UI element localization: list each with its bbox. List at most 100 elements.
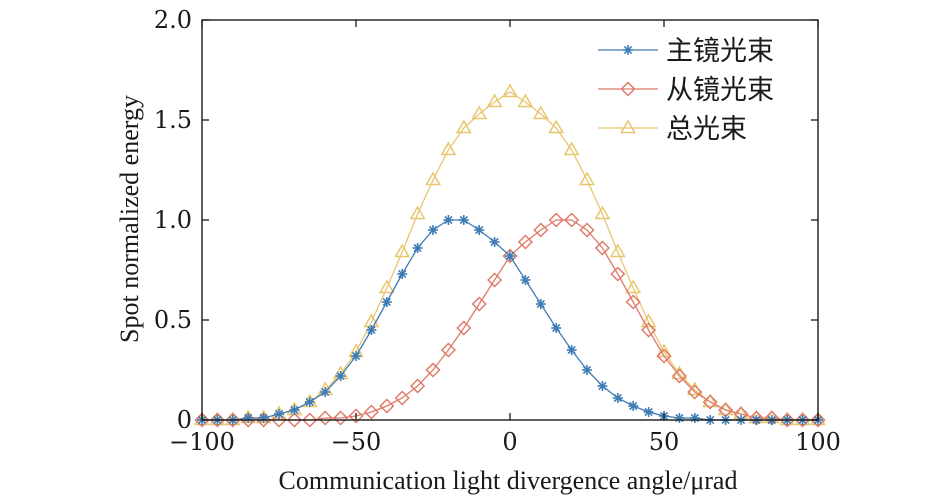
axes [201,19,819,421]
tick-labels: −100 −50 0 50 100 0 0.5 1.0 1.5 2.0 [154,6,841,456]
legend-label: 主镜光束 [666,36,774,67]
y-tick-label: 2.0 [154,6,192,34]
data-point-triangle [609,243,626,258]
y-tick-label: 1.5 [154,106,192,134]
data-point-asterisk [597,381,608,391]
data-point-asterisk [243,413,254,423]
data-point-asterisk [566,345,577,355]
y-axis-label: Spot normalized energy [115,95,144,343]
data-point-asterisk [397,269,408,279]
data-point-asterisk [428,225,438,235]
data-point-diamond [471,296,487,312]
data-point-triangle [640,313,657,328]
data-point-diamond [702,394,718,410]
x-axis-label: Communication light divergence angle/μra… [279,466,738,495]
data-point-diamond [302,412,318,428]
data-point-diamond [456,320,472,336]
data-point-diamond [271,412,287,428]
data-point-diamond [594,240,610,256]
data-point-triangle [702,393,719,408]
data-point-asterisk [689,413,700,423]
data-point-triangle [517,93,534,108]
data-point-diamond [194,412,210,428]
data-point-diamond [579,222,595,238]
data-point-triangle [455,119,472,134]
data-point-triangle [563,141,580,156]
data-point-diamond [225,412,241,428]
data-point-asterisk [628,401,639,411]
data-point-diamond [286,412,302,428]
data-point-triangle [486,93,503,108]
data-point-diamond [394,390,410,406]
legend-entry: 主镜光束 [598,36,774,67]
data-point-triangle [425,171,441,186]
data-point-diamond [533,222,549,238]
data-point-asterisk [643,407,654,417]
data-point-asterisk [612,393,623,403]
data-point-diamond [502,248,518,264]
data-point-triangle [471,105,488,120]
data-point-asterisk [520,275,531,285]
data-point-triangle [579,171,595,186]
x-tick-label: 50 [649,428,680,456]
data-point-diamond [487,272,503,288]
data-point-asterisk [381,297,392,307]
x-tick-label: 100 [795,428,841,456]
data-point-triangle [502,83,518,98]
data-point-asterisk [258,413,269,423]
data-point-asterisk [335,371,346,381]
data-point-diamond [548,212,564,228]
data-point-diamond [425,362,441,378]
y-tick-label: 0.5 [154,306,192,334]
data-point-asterisk [489,237,500,247]
data-point-asterisk [320,387,331,397]
data-point-diamond [348,408,364,424]
legend-marker-diamond [620,81,636,97]
data-point-asterisk [274,409,284,419]
y-tick-label: 1.0 [154,206,192,234]
legend-marker-triangle [620,119,636,134]
legend-entry: 总光束 [598,114,747,145]
data-point-asterisk [304,397,315,407]
data-point-diamond [795,412,811,428]
data-point-asterisk [551,323,562,333]
data-point-asterisk [674,413,685,423]
data-point-triangle [440,141,457,156]
data-point-diamond [333,410,349,426]
legend-marker-asterisk [623,45,633,55]
data-point-asterisk [289,405,300,415]
plot-area [194,83,826,428]
data-point-diamond [779,412,795,428]
data-point-triangle [394,243,411,258]
data-point-triangle [532,105,549,120]
data-point-asterisk [412,243,423,253]
data-point-diamond [671,368,687,384]
data-point-diamond [410,378,426,394]
data-point-diamond [625,294,641,310]
x-tick-label: 0 [502,428,517,456]
legend-label: 从镜光束 [666,75,774,106]
y-tick-label: 0 [177,406,192,434]
data-point-asterisk [443,215,454,225]
data-point-diamond [363,404,379,420]
data-point-asterisk [458,215,469,225]
data-point-asterisk [582,365,592,375]
data-point-triangle [409,205,426,220]
data-point-triangle [594,205,611,220]
data-point-diamond [687,384,703,400]
data-point-asterisk [351,351,361,361]
data-point-diamond [440,342,456,358]
data-point-diamond [209,412,225,428]
x-tick-label: −50 [331,428,382,456]
data-point-asterisk [366,325,377,335]
data-point-triangle [625,279,642,294]
x-tick-label: −100 [169,428,235,456]
data-point-asterisk [474,225,485,235]
data-point-diamond [610,266,626,282]
legend-entry: 从镜光束 [598,75,774,106]
data-point-diamond [317,410,333,426]
data-point-triangle [548,119,565,134]
legend-label: 总光束 [666,114,747,145]
